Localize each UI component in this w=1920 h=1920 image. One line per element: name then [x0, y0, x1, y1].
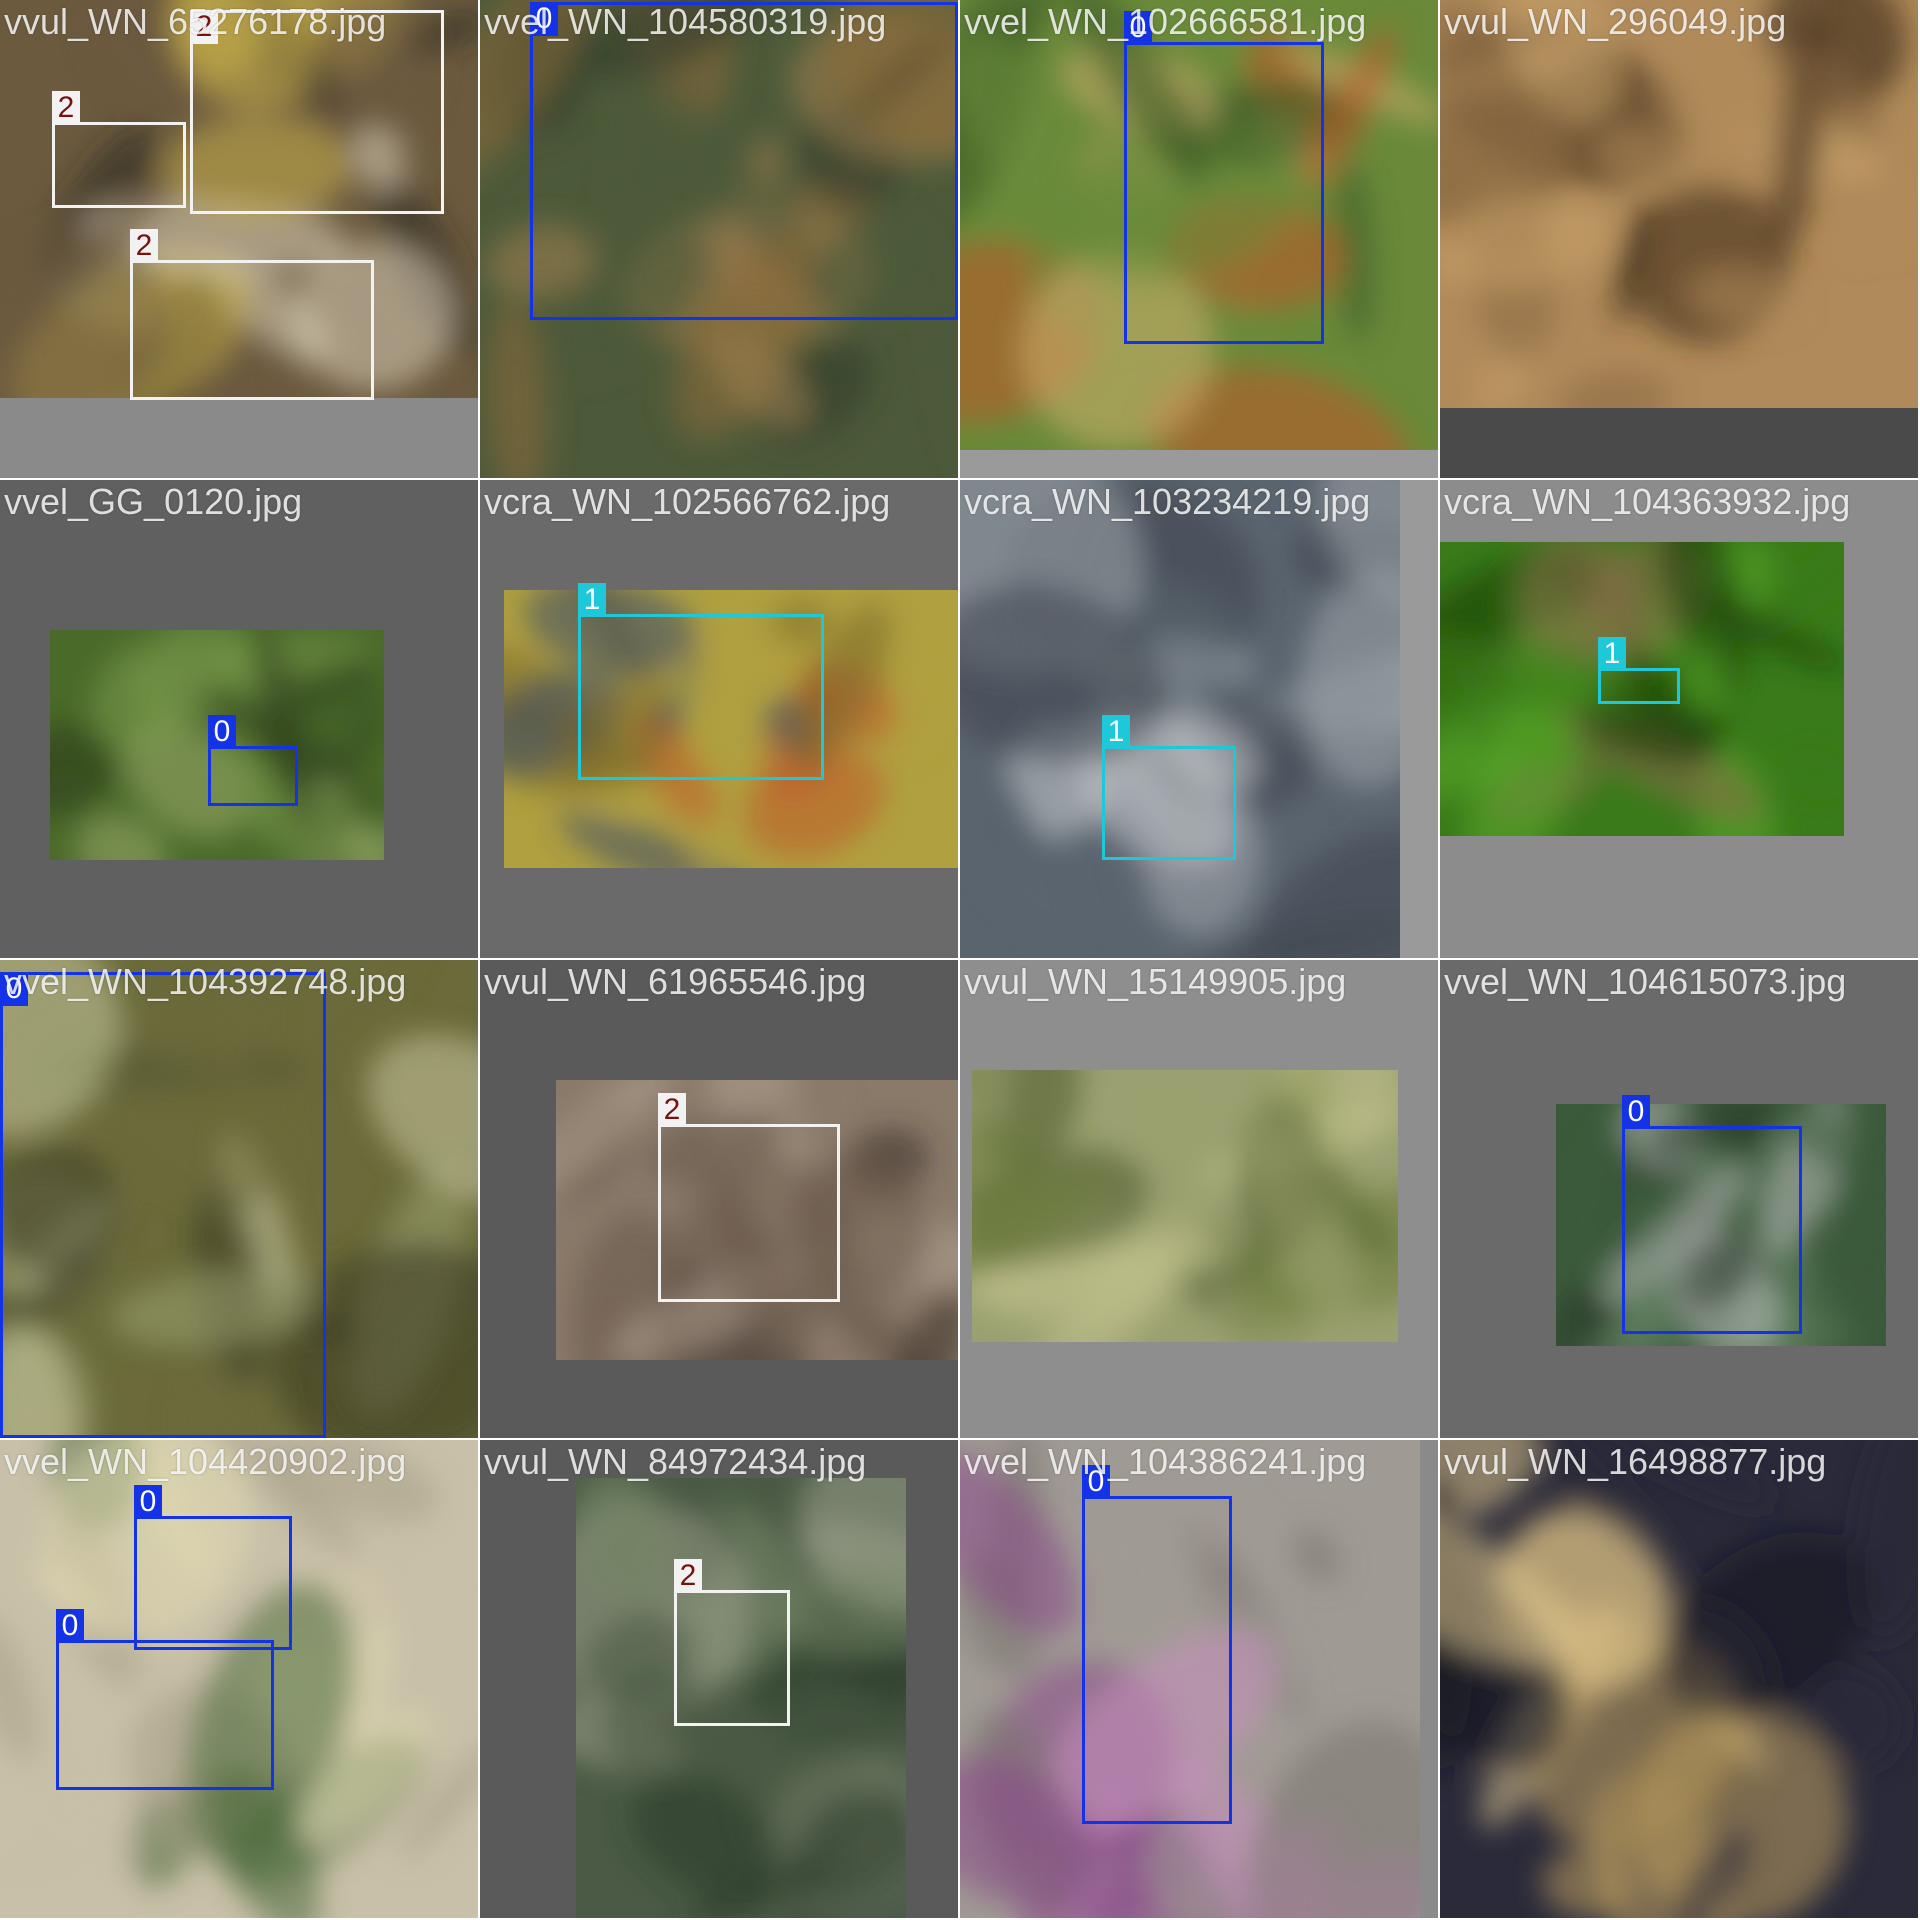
image-filename: vvul_WN_61965546.jpg	[484, 961, 867, 1002]
class-label: 0	[1124, 11, 1152, 45]
detection-box: 2	[52, 91, 186, 208]
image-filename: vvul_WN_84972434.jpg	[484, 1441, 867, 1482]
detection-box: 0	[1622, 1095, 1802, 1334]
image-filename: vvel_WN_104392748.jpg	[4, 961, 407, 1002]
mosaic-tile: vvul_WN_296049.jpg	[1440, 0, 1918, 478]
class-label: 1	[578, 583, 606, 617]
mosaic-tile: 0 vvel_WN_104615073.jpg	[1440, 960, 1918, 1438]
mosaic-tile: 1 vcra_WN_103234219.jpg	[960, 480, 1438, 958]
mosaic-tile: 0 vvel_GG_0120.jpg	[0, 480, 478, 958]
mosaic-tile: 1 vcra_WN_104363932.jpg	[1440, 480, 1918, 958]
detection-box: 0	[1124, 11, 1324, 344]
image-filename: vvel_WN_104615073.jpg	[1444, 961, 1847, 1002]
image-filename: vvul_WN_16498877.jpg	[1444, 1441, 1827, 1482]
mosaic-tile: vvul_WN_15149905.jpg	[960, 960, 1438, 1438]
detection-box: 2	[190, 10, 444, 214]
detection-box: 0	[530, 2, 958, 320]
detection-box: 1	[578, 583, 824, 780]
detection-box: 0	[0, 972, 326, 1438]
class-label: 0	[0, 972, 28, 1006]
class-label: 2	[658, 1093, 686, 1127]
detection-box: 0	[1082, 1465, 1232, 1824]
class-label: 1	[1598, 637, 1626, 671]
insect-photo	[972, 1070, 1398, 1342]
detection-box: 0	[134, 1485, 292, 1650]
insect-photo	[0, 0, 478, 398]
insect-photo	[576, 1478, 906, 1918]
detection-box: 2	[674, 1559, 790, 1726]
image-filename: vvel_WN_102666581.jpg	[964, 1, 1367, 42]
mosaic-tile: vvul_WN_16498877.jpg	[1440, 1440, 1918, 1918]
insect-photo	[960, 0, 1438, 450]
mosaic-tile: 0 vvel_WN_104386241.jpg	[960, 1440, 1438, 1918]
class-label: 0	[530, 2, 558, 36]
image-filename: vcra_WN_103234219.jpg	[964, 481, 1371, 522]
image-filename: vcra_WN_104363932.jpg	[1444, 481, 1851, 522]
insect-photo	[1440, 0, 1918, 408]
insect-photo	[556, 1080, 958, 1360]
image-filename: vvul_WN_296049.jpg	[1444, 1, 1787, 42]
detection-box: 0	[56, 1609, 274, 1790]
class-label: 2	[674, 1559, 702, 1593]
image-filename: vvel_WN_104420902.jpg	[4, 1441, 407, 1482]
class-label: 2	[130, 229, 158, 263]
insect-photo	[0, 1440, 478, 1918]
detection-box: 2	[130, 229, 374, 400]
mosaic-tile: 2 2 2 vvul_WN_65276178.jpg	[0, 0, 478, 478]
detection-box: 0	[208, 715, 298, 806]
class-label: 2	[190, 10, 218, 44]
class-label: 2	[52, 91, 80, 125]
insect-photo	[0, 960, 478, 1438]
class-label: 0	[1622, 1095, 1650, 1129]
insect-photo	[1440, 542, 1844, 836]
image-filename: vvel_WN_104580319.jpg	[484, 1, 887, 42]
mosaic-tile: 0 vvel_WN_104580319.jpg	[480, 0, 958, 478]
insect-photo	[480, 0, 958, 478]
mosaic-tile: 1 vcra_WN_102566762.jpg	[480, 480, 958, 958]
mosaic-tile: 0 vvel_WN_102666581.jpg	[960, 0, 1438, 478]
mosaic-tile: 0 0 vvel_WN_104420902.jpg	[0, 1440, 478, 1918]
image-filename: vcra_WN_102566762.jpg	[484, 481, 891, 522]
insect-photo	[1440, 1440, 1918, 1918]
class-label: 0	[134, 1485, 162, 1519]
insect-photo	[960, 480, 1400, 958]
mosaic-tile: 0 vvel_WN_104392748.jpg	[0, 960, 478, 1438]
image-filename: vvul_WN_15149905.jpg	[964, 961, 1347, 1002]
image-filename: vvel_WN_104386241.jpg	[964, 1441, 1367, 1482]
class-label: 0	[1082, 1465, 1110, 1499]
image-filename: vvel_GG_0120.jpg	[4, 481, 303, 522]
image-filename: vvul_WN_65276178.jpg	[4, 1, 387, 42]
class-label: 0	[56, 1609, 84, 1643]
mosaic-tile: 2 vvul_WN_61965546.jpg	[480, 960, 958, 1438]
detection-box: 2	[658, 1093, 840, 1302]
detection-box: 1	[1598, 637, 1680, 704]
mosaic-tile: 2 vvul_WN_84972434.jpg	[480, 1440, 958, 1918]
detection-box: 1	[1102, 715, 1236, 860]
class-label: 1	[1102, 715, 1130, 749]
class-label: 0	[208, 715, 236, 749]
insect-photo	[960, 1440, 1420, 1918]
